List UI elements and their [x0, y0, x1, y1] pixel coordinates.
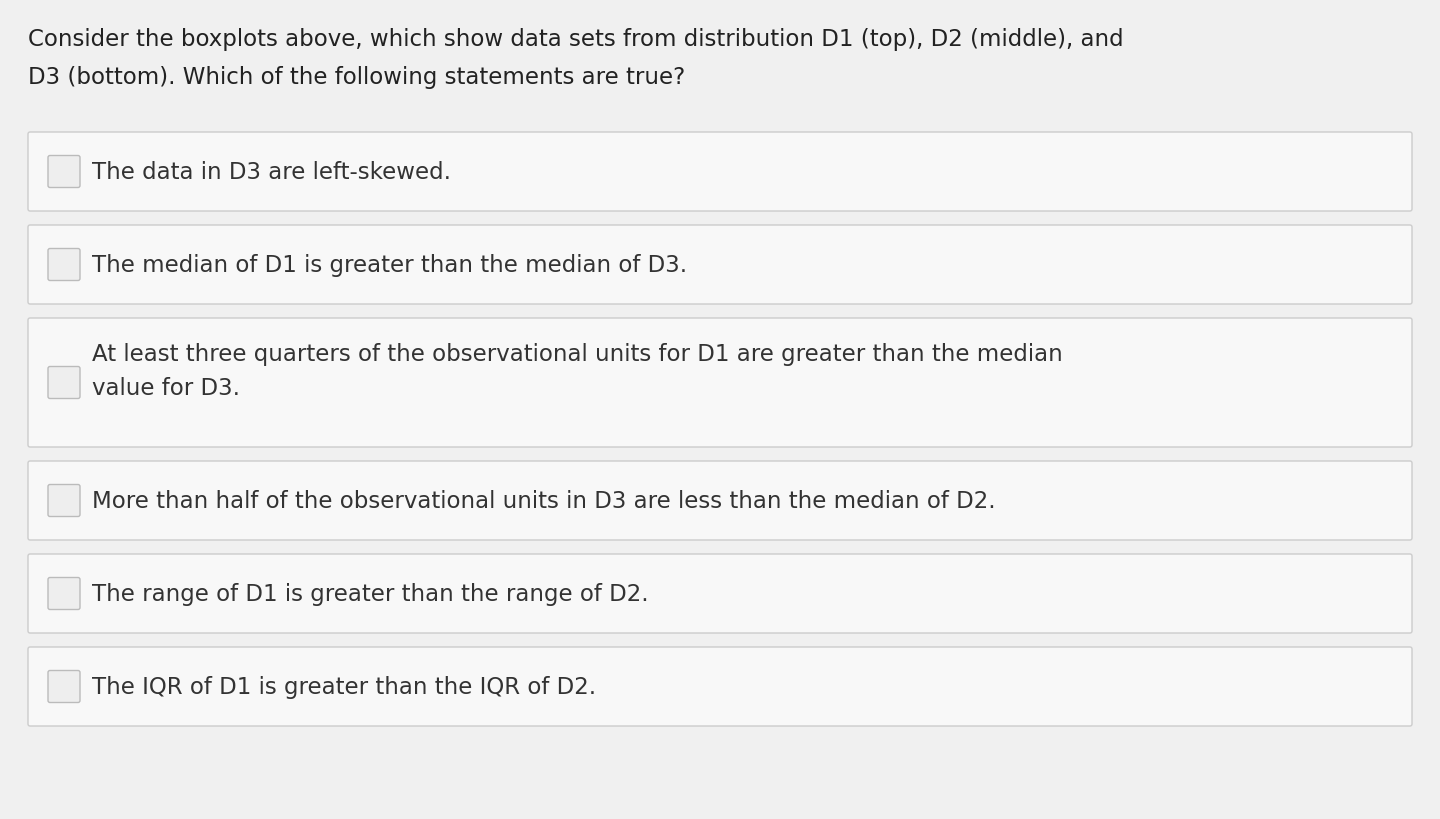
- FancyBboxPatch shape: [27, 133, 1413, 212]
- FancyBboxPatch shape: [48, 249, 81, 281]
- FancyBboxPatch shape: [48, 367, 81, 399]
- Text: The range of D1 is greater than the range of D2.: The range of D1 is greater than the rang…: [92, 582, 648, 605]
- Text: Consider the boxplots above, which show data sets from distribution D1 (top), D2: Consider the boxplots above, which show …: [27, 28, 1123, 51]
- Text: D3 (bottom). Which of the following statements are true?: D3 (bottom). Which of the following stat…: [27, 66, 685, 89]
- Text: The IQR of D1 is greater than the IQR of D2.: The IQR of D1 is greater than the IQR of…: [92, 675, 596, 698]
- Text: At least three quarters of the observational units for D1 are greater than the m: At least three quarters of the observati…: [92, 342, 1063, 400]
- Text: The median of D1 is greater than the median of D3.: The median of D1 is greater than the med…: [92, 254, 687, 277]
- FancyBboxPatch shape: [27, 554, 1413, 633]
- FancyBboxPatch shape: [48, 156, 81, 188]
- Text: The data in D3 are left-skewed.: The data in D3 are left-skewed.: [92, 161, 451, 183]
- FancyBboxPatch shape: [48, 577, 81, 610]
- FancyBboxPatch shape: [48, 485, 81, 517]
- Text: More than half of the observational units in D3 are less than the median of D2.: More than half of the observational unit…: [92, 490, 995, 513]
- FancyBboxPatch shape: [27, 226, 1413, 305]
- FancyBboxPatch shape: [27, 461, 1413, 541]
- FancyBboxPatch shape: [27, 319, 1413, 447]
- FancyBboxPatch shape: [27, 647, 1413, 726]
- FancyBboxPatch shape: [48, 671, 81, 703]
